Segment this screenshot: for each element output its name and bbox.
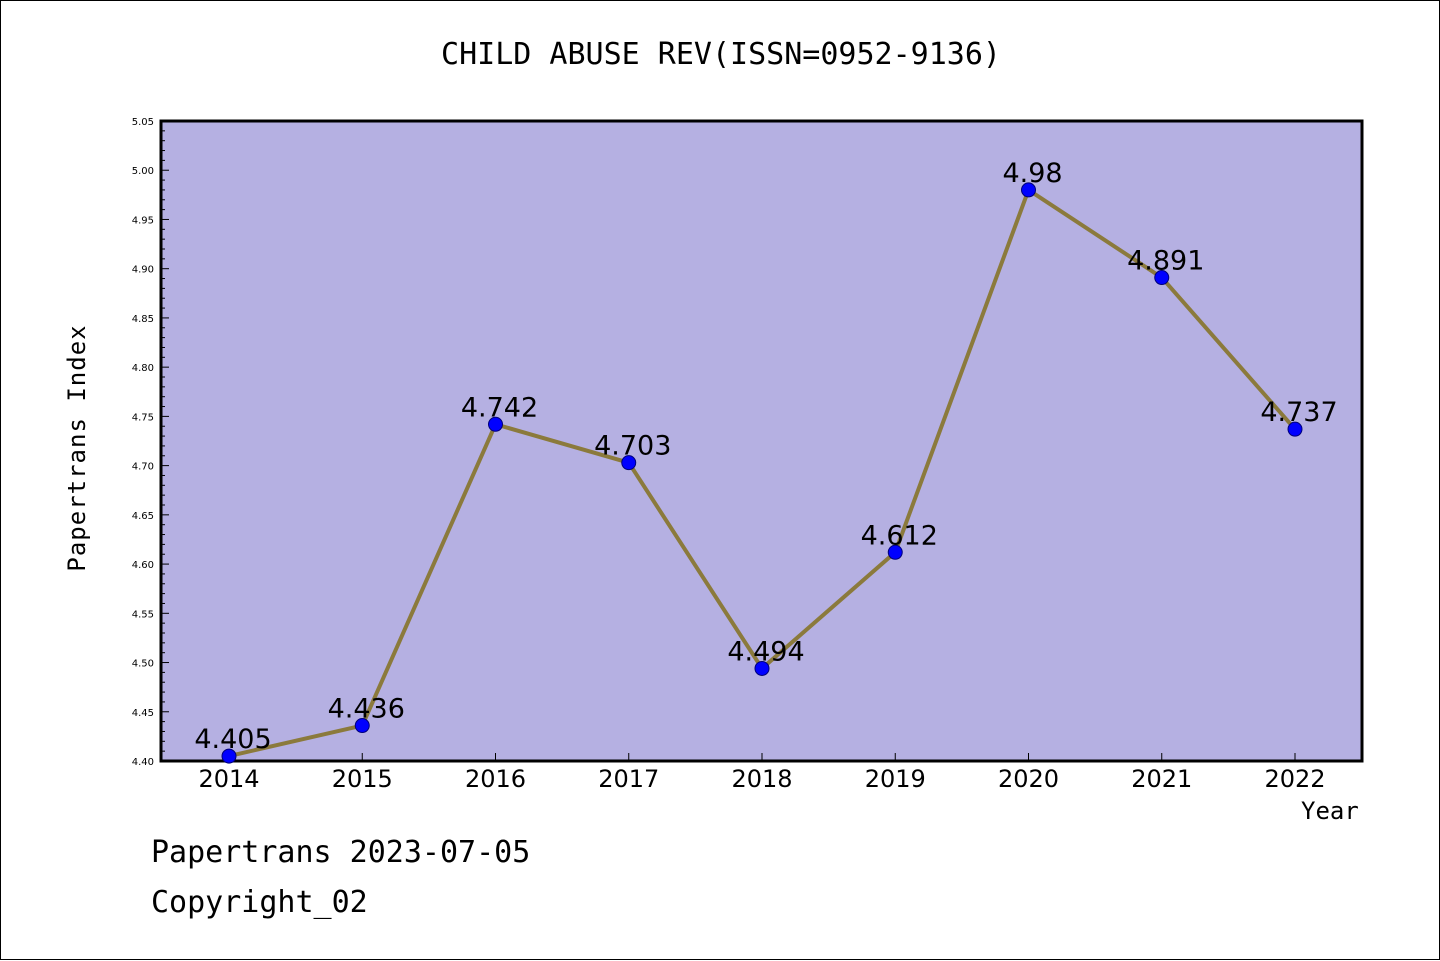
y-tick-label: 4.75 xyxy=(132,412,154,423)
data-point xyxy=(754,660,770,676)
x-tick-label: 2022 xyxy=(1264,765,1325,793)
data-point xyxy=(1287,421,1303,437)
x-tick-label: 2016 xyxy=(465,765,526,793)
x-tick-label: 2017 xyxy=(598,765,659,793)
data-label: 4.436 xyxy=(328,694,405,725)
data-point xyxy=(221,748,237,764)
x-tick-label: 2019 xyxy=(865,765,926,793)
x-tick-label: 2021 xyxy=(1131,765,1192,793)
y-tick-label: 4.90 xyxy=(132,265,154,276)
plot-frame xyxy=(159,119,1364,763)
y-tick-label: 4.80 xyxy=(132,363,154,374)
x-tick-label: 2020 xyxy=(998,765,1059,793)
data-label: 4.98 xyxy=(1002,158,1062,189)
data-point xyxy=(488,416,503,432)
chart-title: CHILD ABUSE REV(ISSN=0952-9136) xyxy=(441,37,1001,72)
data-label: 4.737 xyxy=(1260,397,1337,428)
data-point xyxy=(621,455,637,471)
y-tick-label: 4.85 xyxy=(132,314,154,325)
data-point xyxy=(354,718,370,734)
data-point xyxy=(887,544,903,560)
y-tick-label: 5.00 xyxy=(132,166,154,177)
y-tick-label: 4.60 xyxy=(132,560,154,571)
x-tick-label: 2015 xyxy=(332,765,393,793)
data-label: 4.612 xyxy=(861,520,938,551)
x-tick-label: 2014 xyxy=(198,765,259,793)
y-tick-label: 4.65 xyxy=(132,511,154,522)
data-point xyxy=(1021,182,1036,198)
data-label: 4.703 xyxy=(594,431,671,462)
y-tick-label: 4.95 xyxy=(132,215,154,226)
y-tick-label: 5.05 xyxy=(132,117,154,128)
data-point xyxy=(1154,270,1170,286)
y-tick-label: 4.45 xyxy=(132,708,154,719)
footer-date: Papertrans 2023-07-05 xyxy=(151,835,531,870)
x-axis-label: Year xyxy=(1301,797,1359,825)
x-tick-label: 2018 xyxy=(731,765,792,793)
y-tick-label: 4.50 xyxy=(132,659,154,670)
y-tick-label: 4.55 xyxy=(132,609,154,620)
y-tick-label: 4.40 xyxy=(132,757,154,768)
footer-copyright: Copyright_02 xyxy=(151,885,368,920)
data-label: 4.494 xyxy=(727,636,804,667)
plot-area xyxy=(161,121,1362,761)
y-tick-label: 4.70 xyxy=(132,462,154,473)
data-label: 4.742 xyxy=(461,392,538,423)
data-label: 4.405 xyxy=(194,724,271,755)
data-label: 4.891 xyxy=(1127,246,1204,277)
